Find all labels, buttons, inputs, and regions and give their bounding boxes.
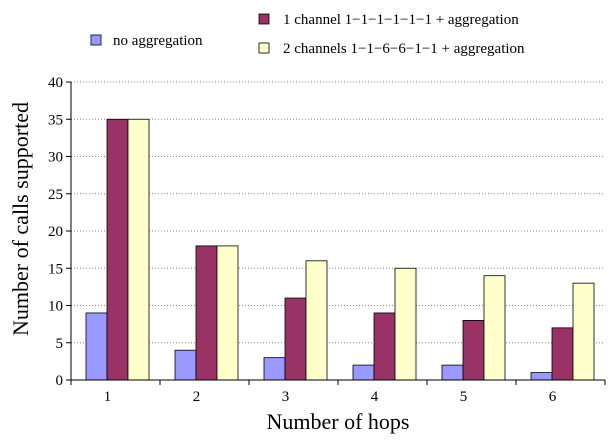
bar-series-1-hops-3	[263, 357, 286, 381]
legend: no aggregation 1 channel 1−1−1−1−1−1 + a…	[90, 12, 525, 57]
y-tick-label: 10	[48, 299, 63, 315]
bar-series-3-hops-1	[127, 118, 150, 381]
y-tick-label: 40	[48, 75, 63, 91]
bar-series-1-hops-6	[530, 372, 553, 381]
x-tick-label: 1	[104, 389, 112, 405]
y-tick-label: 35	[48, 112, 63, 128]
bar-series-1-hops-5	[441, 364, 464, 381]
bar-series-3-hops-3	[305, 260, 328, 381]
gridlines	[71, 81, 605, 344]
y-tick-label: 20	[48, 224, 63, 240]
legend-item-no-aggregation: no aggregation	[90, 33, 203, 49]
y-tick-label: 0	[56, 373, 64, 389]
y-tick-label: 30	[48, 150, 63, 166]
y-axis-label: Number of calls supported	[8, 102, 33, 336]
x-tick-label: 4	[371, 389, 379, 405]
bar-series-3-hops-2	[216, 245, 239, 381]
x-tick-label: 6	[549, 389, 557, 405]
y-tick-labels: 0 5 10 15 20 25 30 35 40	[48, 75, 71, 389]
y-tick-label: 25	[48, 187, 63, 203]
x-tick-label: 3	[282, 389, 290, 405]
legend-swatch-2-channels	[258, 42, 270, 54]
bar-series-2-hops-4	[373, 312, 396, 381]
bar-series-3-hops-4	[394, 267, 417, 381]
y-tick-label: 15	[48, 261, 63, 277]
x-axis-label: Number of hops	[267, 409, 410, 434]
bar-series-1-hops-1	[85, 312, 108, 381]
legend-swatch-1-channel	[258, 13, 270, 25]
legend-item-1-channel: 1 channel 1−1−1−1−1−1 + aggregation	[258, 12, 519, 28]
legend-label-no-aggregation: no aggregation	[113, 33, 203, 49]
x-tick-labels: 1 2 3 4 5 6	[70, 380, 606, 405]
bar-series-1-hops-2	[174, 349, 197, 381]
y-tick-label: 5	[56, 336, 64, 352]
legend-label-1-channel: 1 channel 1−1−1−1−1−1 + aggregation	[283, 12, 519, 28]
bars	[85, 118, 595, 381]
bar-series-3-hops-5	[483, 275, 506, 381]
legend-label-2-channels: 2 channels 1−1−6−6−1−1 + aggregation	[283, 41, 525, 57]
bar-series-3-hops-6	[572, 282, 595, 381]
bar-series-2-hops-6	[551, 327, 574, 381]
legend-item-2-channels: 2 channels 1−1−6−6−1−1 + aggregation	[258, 41, 525, 57]
bar-series-2-hops-5	[462, 319, 485, 381]
bar-series-1-hops-4	[352, 364, 375, 381]
x-tick-label: 2	[193, 389, 201, 405]
bar-series-2-hops-1	[106, 118, 129, 381]
bar-series-2-hops-2	[195, 245, 218, 381]
bar-series-2-hops-3	[284, 297, 307, 381]
x-tick-label: 5	[460, 389, 468, 405]
legend-swatch-no-aggregation	[90, 34, 102, 46]
